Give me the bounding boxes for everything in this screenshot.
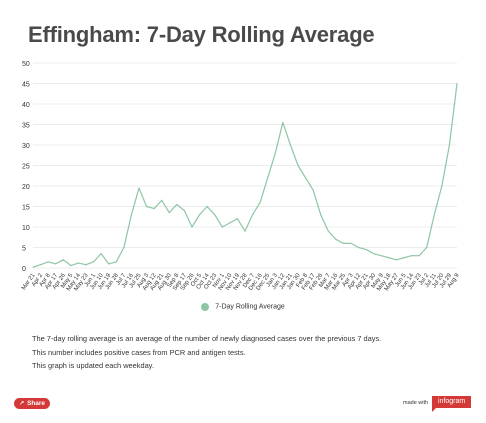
legend-swatch [201, 303, 210, 311]
data-point [161, 199, 163, 201]
data-point [373, 253, 375, 255]
data-point [55, 263, 57, 265]
data-point [145, 205, 148, 208]
data-point [123, 246, 125, 249]
series-line [32, 83, 458, 268]
y-tick-label: 20 [22, 184, 30, 191]
data-point [304, 177, 307, 179]
y-tick-label: 40 [22, 102, 30, 109]
data-point [32, 266, 34, 268]
data-point [365, 248, 367, 251]
data-point [206, 205, 208, 208]
note-line: This graph is updated each weekday. [32, 361, 154, 370]
data-point [221, 226, 223, 228]
data-point [85, 264, 87, 266]
data-point [335, 238, 337, 240]
share-label: Share [27, 400, 45, 407]
data-point [244, 230, 246, 232]
y-tick-label: 45 [22, 82, 30, 89]
data-point [108, 263, 110, 265]
data-point [418, 255, 420, 257]
data-point [214, 214, 216, 216]
made-with-text: made with [403, 400, 429, 406]
y-tick-label: 10 [22, 225, 30, 232]
y-tick-label: 30 [22, 143, 30, 150]
data-point [138, 187, 140, 189]
data-point [168, 212, 170, 214]
data-point [77, 262, 80, 264]
data-point [380, 255, 382, 257]
y-axis-ticks: 0 5 10 15 20 25 30 35 40 45 50 [22, 61, 30, 273]
infogram-logo[interactable]: infogram [432, 396, 472, 408]
note-line: The 7-day rolling average is an average … [32, 334, 382, 343]
data-point [357, 246, 360, 249]
data-point [433, 214, 435, 216]
data-point [327, 230, 329, 232]
data-point [448, 144, 451, 146]
data-point [403, 257, 405, 259]
data-point [251, 214, 254, 216]
data-point [297, 164, 299, 167]
data-point [320, 214, 322, 216]
data-point [236, 218, 239, 220]
data-point [289, 144, 292, 146]
y-tick-label: 35 [22, 123, 30, 130]
data-point [115, 261, 117, 263]
data-point [274, 152, 276, 154]
data-point [100, 253, 102, 255]
data-point [198, 214, 201, 216]
data-point [410, 255, 413, 257]
data-point [92, 261, 95, 263]
data-point [39, 264, 42, 266]
y-tick-label: 25 [22, 164, 30, 171]
y-tick-label: 50 [22, 61, 30, 68]
data-point [267, 177, 269, 179]
y-tick-label: 5 [22, 246, 26, 253]
data-point [388, 257, 390, 259]
data-point [153, 207, 155, 210]
legend-label: 7-Day Rolling Average [215, 303, 285, 311]
data-point [62, 259, 64, 261]
chart-legend: 7-Day Rolling Average [0, 303, 486, 311]
data-point [229, 222, 231, 224]
data-point [456, 82, 458, 85]
series-lines [32, 82, 458, 268]
data-point [70, 264, 72, 267]
data-point [259, 201, 261, 203]
data-point [426, 246, 428, 249]
share-button[interactable]: ↗ Share [14, 398, 50, 409]
chart-title: Effingham: 7-Day Rolling Average [28, 22, 375, 47]
data-point [191, 226, 193, 228]
data-point [176, 203, 178, 206]
grid-lines [33, 62, 457, 269]
chart-notes: The 7-day rolling average is an average … [32, 332, 381, 373]
note-line: This number includes positive cases from… [32, 347, 246, 357]
data-point [47, 261, 49, 263]
data-point [282, 121, 284, 124]
data-point [441, 185, 443, 187]
y-tick-label: 0 [22, 266, 26, 273]
data-point [183, 210, 186, 212]
share-icon: ↗ [19, 401, 25, 407]
data-point [395, 259, 398, 261]
data-point [130, 214, 133, 216]
data-point [342, 242, 345, 244]
data-point [350, 242, 352, 244]
y-tick-label: 15 [22, 205, 30, 212]
logo-tail [432, 407, 437, 412]
data-point [312, 189, 314, 191]
